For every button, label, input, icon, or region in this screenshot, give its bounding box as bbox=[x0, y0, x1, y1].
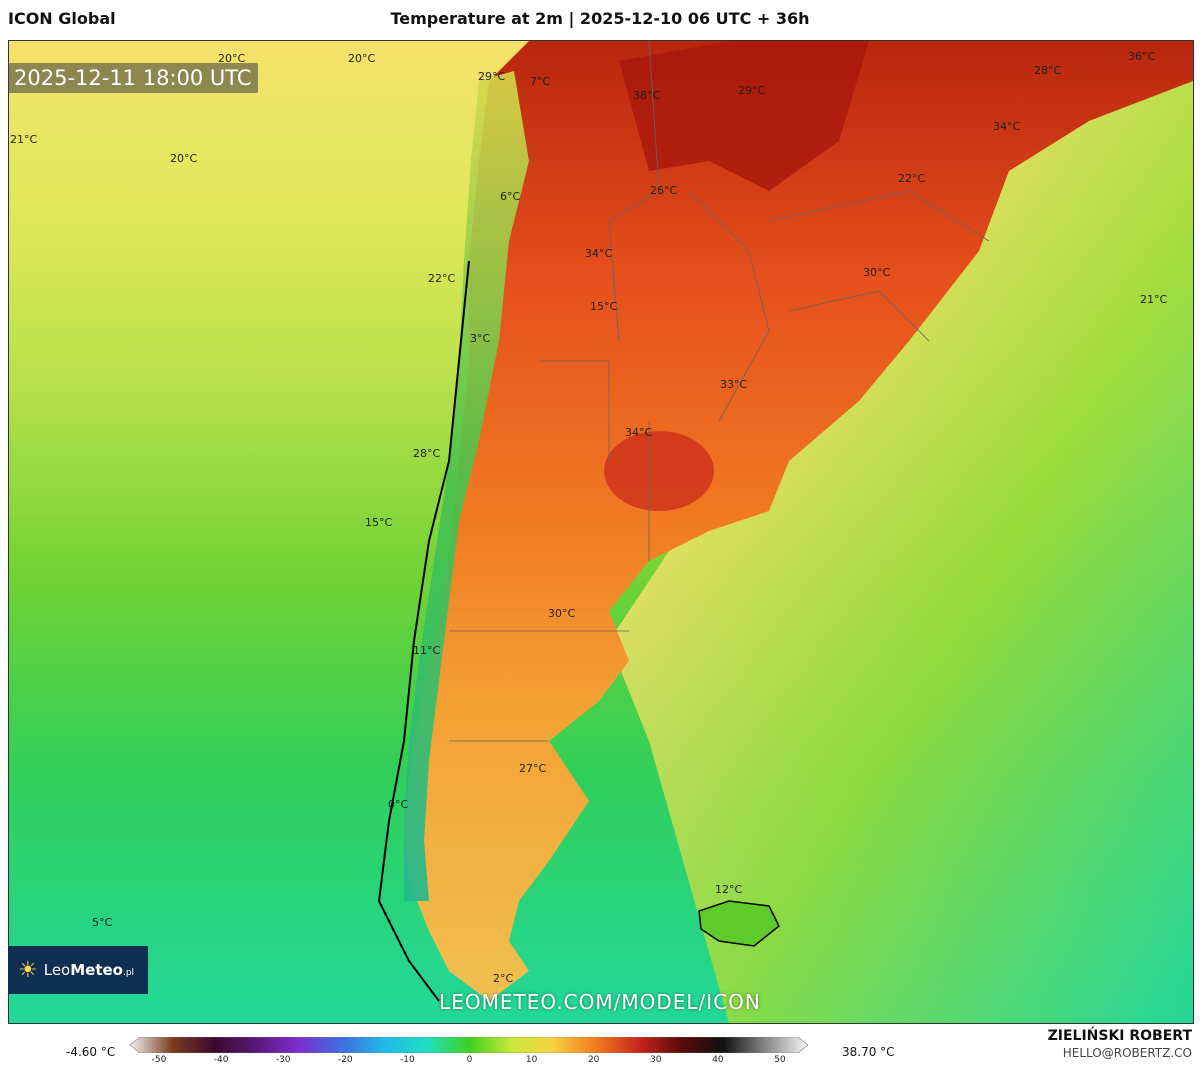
colorbar-tick-label: 50 bbox=[774, 1055, 786, 1065]
temperature-label: 26°C bbox=[650, 184, 678, 197]
scale-max-label: 38.70 °C bbox=[842, 1045, 895, 1059]
temperature-label: 22°C bbox=[898, 172, 926, 185]
temperature-label: 5°C bbox=[92, 916, 113, 929]
temperature-label: 29°C bbox=[478, 70, 506, 83]
colorbar-tick-label: -40 bbox=[213, 1055, 229, 1065]
author-name: ZIELIŃSKI ROBERT bbox=[1047, 1028, 1192, 1044]
temperature-label: 36°C bbox=[1128, 50, 1156, 63]
colorbar-tick-label: 30 bbox=[650, 1055, 662, 1065]
temperature-label: 34°C bbox=[993, 120, 1021, 133]
temperature-label: 27°C bbox=[519, 762, 547, 775]
temperature-label: 20°C bbox=[218, 52, 246, 65]
temperature-label: 0°C bbox=[388, 798, 409, 811]
sun-icon: ☀ bbox=[18, 957, 38, 983]
temperature-label: 21°C bbox=[1140, 293, 1168, 306]
temperature-label: 34°C bbox=[625, 426, 653, 439]
author-email[interactable]: HELLO@ROBERTZ.CO bbox=[1062, 1046, 1192, 1060]
temperature-map[interactable] bbox=[8, 40, 1194, 1024]
colorbar-tick-label: 40 bbox=[712, 1055, 724, 1065]
colorbar-tick-label: 20 bbox=[587, 1055, 600, 1065]
temperature-label: 2°C bbox=[493, 972, 514, 985]
logo-text-light: Leo bbox=[43, 961, 71, 979]
temperature-label: 29°C bbox=[738, 84, 766, 97]
temperature-label: 12°C bbox=[715, 883, 743, 896]
temperature-label: 33°C bbox=[720, 378, 748, 391]
map-title: Temperature at 2m | 2025-12-10 06 UTC + … bbox=[390, 9, 810, 28]
color-scale-bar bbox=[130, 1037, 808, 1053]
colorbar-tick-label: 10 bbox=[525, 1055, 538, 1065]
temperature-label: 20°C bbox=[170, 152, 198, 165]
temperature-label: 15°C bbox=[365, 516, 393, 529]
province-borders bbox=[449, 41, 990, 742]
colorbar-tick-label: -30 bbox=[275, 1055, 291, 1065]
valid-time-label: 2025-12-11 18:00 UTC bbox=[8, 63, 258, 93]
colorbar-tick-label: 0 bbox=[466, 1055, 473, 1065]
temperature-label: 21°C bbox=[10, 133, 38, 146]
site-url[interactable]: LEOMETEO.COM/MODEL/ICON bbox=[439, 990, 761, 1014]
temperature-label: 38°C bbox=[633, 89, 661, 102]
temperature-label: 30°C bbox=[863, 266, 891, 279]
south-america-land bbox=[404, 41, 1193, 1001]
temperature-label: 3°C bbox=[470, 332, 491, 345]
colorbar-tick-label: -10 bbox=[400, 1055, 415, 1065]
argentina-north-hot-zone bbox=[619, 41, 869, 191]
temperature-label: 20°C bbox=[348, 52, 376, 65]
leometeo-logo[interactable]: ☀ LeoMeteo.pl bbox=[8, 946, 148, 994]
model-name: ICON Global bbox=[8, 9, 116, 28]
andes-strip bbox=[404, 71, 529, 901]
colorbar-tick-label: -50 bbox=[151, 1055, 167, 1065]
pampas-hot-spot bbox=[604, 431, 714, 511]
temperature-label: 28°C bbox=[1034, 64, 1062, 77]
temperature-label: 6°C bbox=[500, 190, 521, 203]
temperature-label: 30°C bbox=[548, 607, 576, 620]
logo-suffix: .pl bbox=[122, 968, 135, 978]
logo-text-bold: Meteo bbox=[70, 961, 123, 979]
falklands bbox=[698, 900, 780, 947]
temperature-label: 22°C bbox=[428, 272, 456, 285]
temperature-label: 11°C bbox=[413, 644, 441, 657]
temperature-label: 34°C bbox=[585, 247, 613, 260]
colorbar-tick-label: -20 bbox=[337, 1055, 353, 1065]
chile-coastline bbox=[377, 260, 470, 1002]
temperature-label: 15°C bbox=[590, 300, 618, 313]
scale-min-label: -4.60 °C bbox=[66, 1045, 116, 1059]
temperature-label: 7°C bbox=[530, 75, 551, 88]
atlantic-warm-zone bbox=[609, 41, 1193, 1023]
temperature-label: 28°C bbox=[413, 447, 441, 460]
